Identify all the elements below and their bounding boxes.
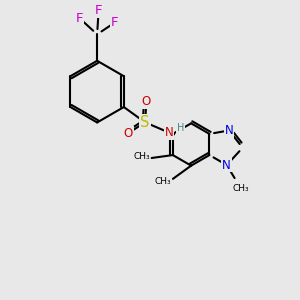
Text: CH₃: CH₃: [154, 177, 171, 186]
Text: H: H: [176, 123, 184, 133]
Text: F: F: [95, 4, 102, 17]
Text: CH₃: CH₃: [133, 152, 150, 161]
Text: N: N: [165, 126, 173, 139]
Text: O: O: [123, 127, 133, 140]
Text: N: N: [222, 158, 231, 172]
Text: S: S: [140, 115, 150, 130]
Text: CH₃: CH₃: [232, 184, 249, 193]
Text: F: F: [111, 16, 118, 29]
Text: F: F: [76, 12, 83, 25]
Text: O: O: [142, 95, 151, 108]
Text: N: N: [225, 124, 233, 137]
